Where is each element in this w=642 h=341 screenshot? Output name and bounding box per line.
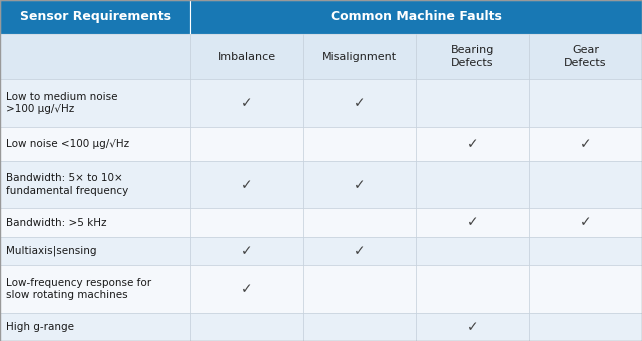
Bar — [0, 0, 190, 34]
Bar — [190, 161, 303, 208]
Bar — [190, 127, 303, 161]
Text: Common Machine Faults: Common Machine Faults — [331, 11, 501, 24]
Bar — [416, 79, 529, 127]
Bar — [190, 313, 303, 341]
Bar — [0, 161, 190, 208]
Bar — [416, 127, 529, 161]
Bar — [303, 79, 416, 127]
Bar — [190, 237, 303, 265]
Text: Bearing
Defects: Bearing Defects — [451, 45, 494, 68]
Bar — [190, 79, 303, 127]
Text: Imbalance: Imbalance — [218, 51, 275, 62]
Bar — [190, 34, 303, 79]
Text: ✓: ✓ — [467, 216, 478, 229]
Text: ✓: ✓ — [241, 96, 252, 110]
Bar — [190, 208, 303, 237]
Text: Bandwidth: 5× to 10×
fundamental frequency: Bandwidth: 5× to 10× fundamental frequen… — [6, 174, 128, 196]
Text: ✓: ✓ — [580, 137, 591, 151]
Bar — [0, 208, 190, 237]
Text: ✓: ✓ — [354, 178, 365, 192]
Text: High g-range: High g-range — [6, 322, 74, 332]
Bar — [529, 79, 642, 127]
Bar — [303, 161, 416, 208]
Bar — [0, 265, 190, 313]
Bar — [416, 265, 529, 313]
Bar — [303, 127, 416, 161]
Text: ✓: ✓ — [241, 244, 252, 258]
Bar — [190, 0, 642, 34]
Bar — [416, 313, 529, 341]
Bar — [0, 79, 190, 127]
Text: ✓: ✓ — [241, 282, 252, 296]
Text: ✓: ✓ — [354, 244, 365, 258]
Bar — [303, 313, 416, 341]
Bar — [190, 265, 303, 313]
Text: Low to medium noise
>100 μg/√Hz: Low to medium noise >100 μg/√Hz — [6, 92, 117, 114]
Bar — [0, 313, 190, 341]
Text: ✓: ✓ — [580, 216, 591, 229]
Bar — [529, 237, 642, 265]
Bar — [303, 34, 416, 79]
Text: Bandwidth: >5 kHz: Bandwidth: >5 kHz — [6, 218, 107, 227]
Bar — [0, 237, 190, 265]
Bar — [529, 265, 642, 313]
Text: ✓: ✓ — [241, 178, 252, 192]
Bar — [303, 265, 416, 313]
Bar — [0, 127, 190, 161]
Bar — [529, 161, 642, 208]
Text: Misalignment: Misalignment — [322, 51, 397, 62]
Bar — [529, 127, 642, 161]
Bar — [0, 34, 190, 79]
Text: Multiaxis|sensing: Multiaxis|sensing — [6, 246, 96, 256]
Bar — [303, 237, 416, 265]
Text: Low-frequency response for
slow rotating machines: Low-frequency response for slow rotating… — [6, 278, 151, 300]
Text: ✓: ✓ — [467, 320, 478, 334]
Text: Low noise <100 μg/√Hz: Low noise <100 μg/√Hz — [6, 139, 129, 149]
Text: ✓: ✓ — [354, 96, 365, 110]
Bar — [303, 208, 416, 237]
Text: Sensor Requirements: Sensor Requirements — [19, 11, 171, 24]
Bar — [416, 208, 529, 237]
Bar — [416, 161, 529, 208]
Text: ✓: ✓ — [467, 137, 478, 151]
Bar — [416, 34, 529, 79]
Bar — [416, 237, 529, 265]
Bar — [529, 313, 642, 341]
Text: Gear
Defects: Gear Defects — [564, 45, 607, 68]
Bar — [529, 208, 642, 237]
Bar — [529, 34, 642, 79]
